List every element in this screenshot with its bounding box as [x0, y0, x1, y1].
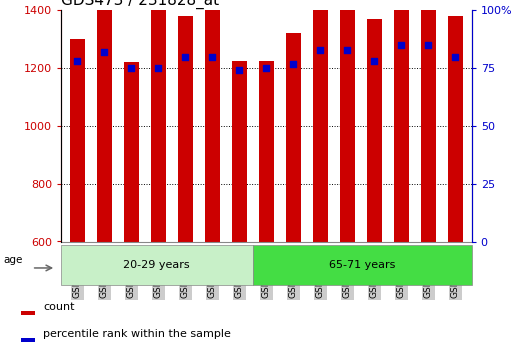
Bar — [253, 245, 472, 285]
Point — [73, 58, 82, 64]
Point — [100, 49, 109, 55]
Point — [397, 42, 405, 48]
Bar — [448, 16, 463, 241]
Point — [154, 66, 163, 71]
Point — [451, 54, 460, 59]
Point — [370, 58, 378, 64]
Point — [208, 54, 217, 59]
Bar — [340, 0, 355, 241]
Text: 20-29 years: 20-29 years — [123, 260, 190, 270]
Bar — [421, 0, 436, 241]
Point — [316, 47, 324, 52]
Text: GDS473 / 231828_at: GDS473 / 231828_at — [61, 0, 219, 9]
Bar — [151, 0, 166, 241]
Point — [127, 66, 136, 71]
Bar — [205, 0, 220, 241]
Text: count: count — [43, 302, 75, 312]
Bar — [286, 33, 301, 242]
Text: 65-71 years: 65-71 years — [329, 260, 395, 270]
Bar — [21, 311, 36, 315]
Bar — [367, 19, 382, 241]
Bar — [259, 61, 274, 241]
Bar — [232, 61, 247, 241]
Bar — [178, 16, 193, 241]
Bar — [313, 0, 328, 241]
Text: age: age — [3, 255, 22, 265]
Point — [262, 66, 270, 71]
Bar — [21, 338, 36, 342]
Point — [289, 61, 297, 66]
Bar — [124, 62, 139, 241]
Point — [343, 47, 351, 52]
Bar — [394, 0, 409, 241]
Point — [181, 54, 190, 59]
Bar — [97, 0, 112, 241]
Bar — [70, 39, 85, 242]
Bar — [61, 245, 253, 285]
Text: percentile rank within the sample: percentile rank within the sample — [43, 329, 231, 339]
Point — [424, 42, 432, 48]
Point — [235, 68, 244, 73]
